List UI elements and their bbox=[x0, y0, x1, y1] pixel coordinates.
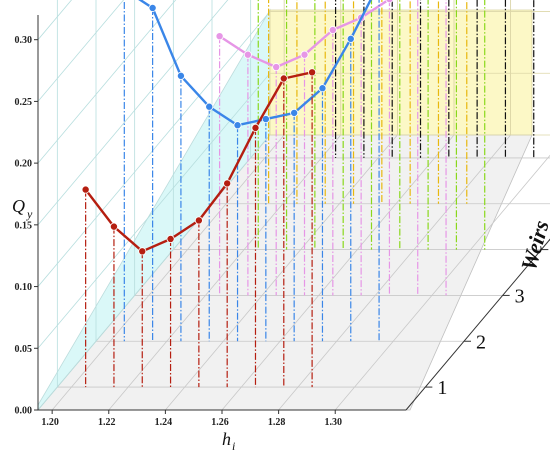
y-tick-label: 0.05 bbox=[15, 344, 33, 355]
series-weir-5 bbox=[268, 0, 468, 204]
series-weir-1 bbox=[81, 68, 317, 388]
floor-grid-x bbox=[51, 134, 285, 411]
data-point bbox=[328, 26, 337, 35]
data-point bbox=[215, 32, 224, 41]
y-tick-label: 0.15 bbox=[15, 220, 33, 231]
x-tick-label: 1.20 bbox=[41, 417, 59, 428]
series-layer bbox=[81, 0, 535, 388]
z-tick-label: 1 bbox=[437, 377, 447, 399]
x-tick-label: 1.22 bbox=[98, 417, 116, 428]
y-tick-label: 0.00 bbox=[15, 406, 33, 417]
data-point bbox=[272, 63, 281, 72]
x-axis-label-sub: i bbox=[232, 439, 235, 453]
data-point bbox=[346, 34, 355, 43]
data-point bbox=[176, 71, 185, 80]
data-point bbox=[148, 3, 157, 12]
data-point bbox=[205, 102, 214, 111]
y-tick-label: 0.25 bbox=[15, 97, 33, 108]
left-grid-y bbox=[37, 73, 271, 349]
left-grid-y bbox=[37, 11, 271, 287]
floor-grid-x bbox=[278, 134, 511, 411]
floor-grid-x bbox=[165, 134, 398, 411]
series-weir-3 bbox=[215, 0, 447, 296]
data-point bbox=[251, 123, 260, 132]
series-weir-2 bbox=[123, 0, 380, 342]
left-grid-y bbox=[37, 0, 229, 226]
data-point bbox=[308, 68, 317, 77]
z-axis-line bbox=[405, 238, 550, 411]
series-weir-6 bbox=[334, 0, 535, 158]
z-tick-label: 2 bbox=[476, 331, 486, 353]
left-grid-y bbox=[37, 134, 271, 411]
y-tick-label: 0.30 bbox=[15, 35, 33, 46]
y-axis-label-sub: y bbox=[26, 207, 33, 221]
left-grid-y bbox=[37, 0, 125, 102]
data-point bbox=[233, 121, 242, 130]
floor-grid-x bbox=[108, 134, 342, 411]
x-tick-label: 1.30 bbox=[324, 417, 342, 428]
x-axis-label: h bbox=[222, 429, 231, 449]
data-point bbox=[243, 50, 252, 59]
z-tick-label: 3 bbox=[515, 285, 525, 307]
grid-lines bbox=[37, 0, 550, 411]
data-point bbox=[81, 185, 90, 194]
floor-grid-x bbox=[221, 134, 455, 411]
x-tick-label: 1.26 bbox=[211, 417, 229, 428]
data-point bbox=[109, 222, 118, 231]
tick-labels: 1.20 1.22 1.24 1.26 1.28 1.30 0.00 0.05 0.10 0.15… bbox=[15, 35, 549, 428]
series-line bbox=[138, 0, 372, 127]
floor bbox=[37, 134, 533, 411]
y-axis-label: Q bbox=[12, 196, 25, 216]
data-point bbox=[261, 115, 270, 124]
left-grid-y bbox=[37, 0, 177, 164]
floor-grid-x bbox=[334, 154, 550, 411]
y-tick-label: 0.20 bbox=[15, 159, 33, 170]
data-point bbox=[138, 247, 147, 256]
data-point bbox=[279, 74, 288, 83]
data-point bbox=[385, 0, 394, 4]
data-point bbox=[166, 234, 175, 243]
data-point bbox=[318, 84, 327, 93]
x-tick-label: 1.24 bbox=[155, 417, 173, 428]
y-tick-label: 0.10 bbox=[15, 282, 33, 293]
data-point bbox=[194, 216, 203, 225]
data-point bbox=[223, 179, 232, 188]
series-weir-4 bbox=[257, 0, 486, 250]
x-tick-label: 1.28 bbox=[268, 417, 286, 428]
z-axis-label: Weirs bbox=[516, 218, 550, 274]
data-point bbox=[290, 108, 299, 117]
data-point bbox=[300, 50, 309, 59]
